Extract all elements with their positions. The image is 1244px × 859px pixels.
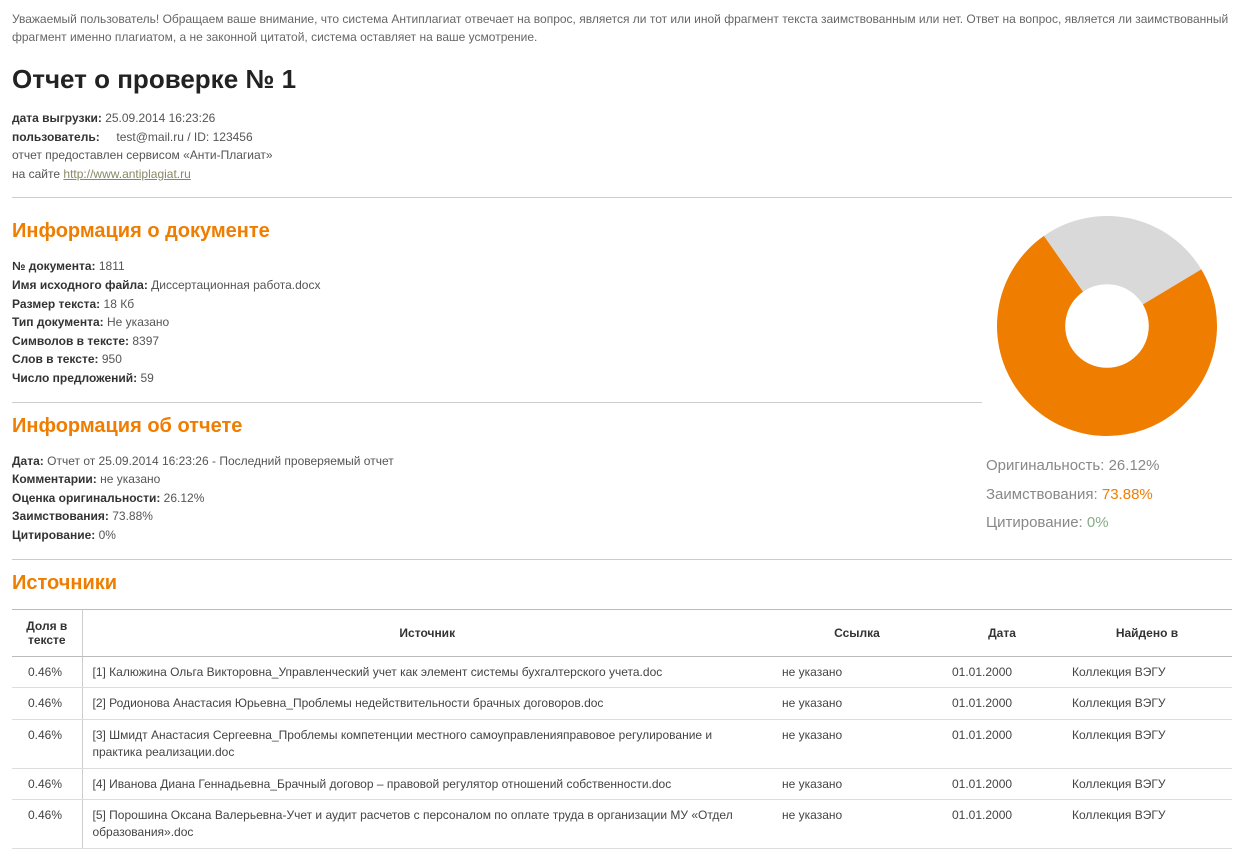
cell-link: не указано <box>772 768 942 800</box>
meta-user-email: test@mail.ru <box>116 130 184 144</box>
cell-found: Коллекция ВЭГУ <box>1062 720 1232 769</box>
col-share-header: Доля в тексте <box>12 609 82 656</box>
intro-text: Уважаемый пользователь! Обращаем ваше вн… <box>12 10 1232 46</box>
cell-share: 0.46% <box>12 688 82 720</box>
donut-legend: Оригинальность: 26.12% Заимствования: 73… <box>982 452 1232 538</box>
cell-source: [2] Родионова Анастасия Юрьевна_Проблемы… <box>82 688 772 720</box>
legend-cite-value: 0% <box>1087 514 1109 531</box>
cell-found: Коллекция ВЭГУ <box>1062 688 1232 720</box>
meta-id-sep: / ID: <box>184 130 213 144</box>
meta-user-label: пользователь: <box>12 130 100 144</box>
cell-link: не указано <box>772 800 942 849</box>
doc-type-value: Не указано <box>107 315 169 329</box>
meta-user-id: 123456 <box>213 130 253 144</box>
cell-share: 0.46% <box>12 656 82 688</box>
doc-section-title: Информация о документе <box>12 220 982 243</box>
cell-share: 0.46% <box>12 800 82 849</box>
col-found-header: Найдено в <box>1062 609 1232 656</box>
table-row: 0.46%[4] Иванова Диана Геннадьевна_Брачн… <box>12 768 1232 800</box>
table-row: 0.46%[1] Калюжина Ольга Викторовна_Управ… <box>12 656 1232 688</box>
doc-filename-label: Имя исходного файла: <box>12 278 148 292</box>
legend-orig-label: Оригинальность: <box>986 457 1104 474</box>
cell-date: 01.01.2000 <box>942 656 1062 688</box>
report-orig-label: Оценка оригинальности: <box>12 491 160 505</box>
doc-sent-value: 59 <box>140 371 153 385</box>
report-cite-label: Цитирование: <box>12 528 95 542</box>
meta-block: дата выгрузки: 25.09.2014 16:23:26 польз… <box>12 109 1232 183</box>
cell-date: 01.01.2000 <box>942 720 1062 769</box>
sources-table: Доля в тексте Источник Ссылка Дата Найде… <box>12 609 1232 850</box>
page-title: Отчет о проверке № 1 <box>12 64 1232 95</box>
divider <box>12 559 1232 560</box>
report-borrow-value: 73.88% <box>112 509 153 523</box>
report-section-title: Информация об отчете <box>12 415 982 438</box>
col-source-header: Источник <box>82 609 772 656</box>
cell-source: [3] Шмидт Анастасия Сергеевна_Проблемы к… <box>82 720 772 769</box>
report-date-value: Отчет от 25.09.2014 16:23:26 - Последний… <box>47 454 394 468</box>
cell-share: 0.46% <box>12 768 82 800</box>
doc-size-label: Размер текста: <box>12 297 100 311</box>
divider <box>12 402 982 403</box>
doc-chars-label: Символов в тексте: <box>12 334 129 348</box>
doc-sent-label: Число предложений: <box>12 371 137 385</box>
service-url-link[interactable]: http://www.antiplagiat.ru <box>63 167 190 181</box>
col-link-header: Ссылка <box>772 609 942 656</box>
report-cite-value: 0% <box>99 528 116 542</box>
report-comments-value: не указано <box>100 472 160 486</box>
cell-link: не указано <box>772 656 942 688</box>
table-row: 0.46%[5] Порошина Оксана Валерьевна-Учет… <box>12 800 1232 849</box>
donut-chart <box>997 216 1217 436</box>
legend-borrow-value: 73.88% <box>1102 486 1153 503</box>
legend-orig-value: 26.12% <box>1109 457 1160 474</box>
report-orig-value: 26.12% <box>164 491 205 505</box>
divider <box>12 197 1232 198</box>
meta-site-prefix: на сайте <box>12 167 63 181</box>
cell-source: [4] Иванова Диана Геннадьевна_Брачный до… <box>82 768 772 800</box>
cell-date: 01.01.2000 <box>942 688 1062 720</box>
cell-link: не указано <box>772 720 942 769</box>
doc-words-label: Слов в тексте: <box>12 352 99 366</box>
table-row: 0.46%[3] Шмидт Анастасия Сергеевна_Пробл… <box>12 720 1232 769</box>
doc-size-value: 18 Кб <box>104 297 135 311</box>
doc-filename-value: Диссертационная работа.docx <box>151 278 320 292</box>
col-date-header: Дата <box>942 609 1062 656</box>
meta-date-label: дата выгрузки: <box>12 111 102 125</box>
doc-chars-value: 8397 <box>132 334 159 348</box>
doc-type-label: Тип документа: <box>12 315 104 329</box>
meta-service-line: отчет предоставлен сервисом «Анти-Плагиа… <box>12 146 1232 165</box>
report-borrow-label: Заимствования: <box>12 509 109 523</box>
doc-words-value: 950 <box>102 352 122 366</box>
cell-link: не указано <box>772 688 942 720</box>
cell-date: 01.01.2000 <box>942 800 1062 849</box>
doc-num-value: 1811 <box>99 259 125 273</box>
legend-cite-label: Цитирование: <box>986 514 1083 531</box>
cell-found: Коллекция ВЭГУ <box>1062 768 1232 800</box>
cell-found: Коллекция ВЭГУ <box>1062 656 1232 688</box>
cell-source: [5] Порошина Оксана Валерьевна-Учет и ау… <box>82 800 772 849</box>
legend-borrow-label: Заимствования: <box>986 486 1098 503</box>
cell-source: [1] Калюжина Ольга Викторовна_Управленче… <box>82 656 772 688</box>
report-date-label: Дата: <box>12 454 44 468</box>
report-comments-label: Комментарии: <box>12 472 97 486</box>
sources-title: Источники <box>12 572 1232 595</box>
table-row: 0.46%[2] Родионова Анастасия Юрьевна_Про… <box>12 688 1232 720</box>
cell-found: Коллекция ВЭГУ <box>1062 800 1232 849</box>
doc-num-label: № документа: <box>12 259 96 273</box>
meta-date-value: 25.09.2014 16:23:26 <box>105 111 215 125</box>
cell-share: 0.46% <box>12 720 82 769</box>
cell-date: 01.01.2000 <box>942 768 1062 800</box>
